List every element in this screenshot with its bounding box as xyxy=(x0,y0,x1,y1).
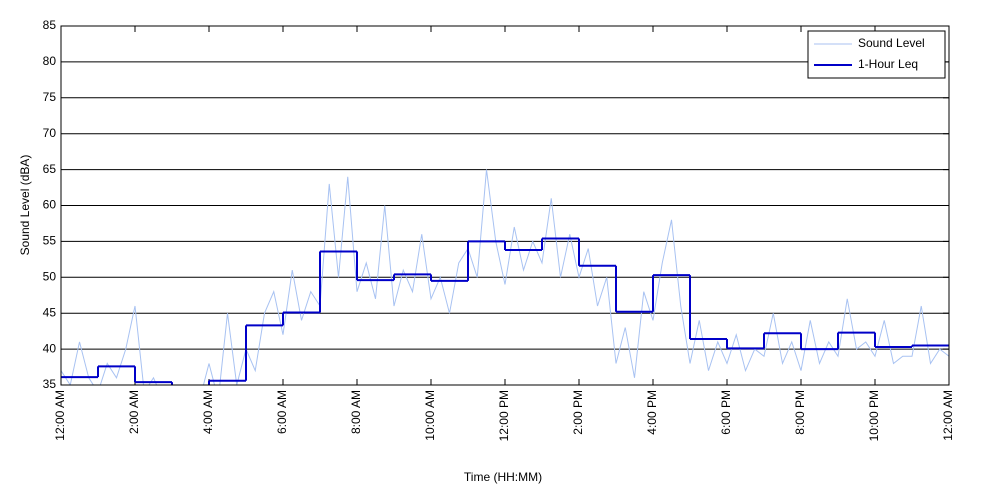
y-tick-label: 60 xyxy=(43,198,57,212)
x-tick-label: 12:00 AM xyxy=(53,390,67,441)
y-tick-label: 75 xyxy=(43,90,57,104)
x-tick-label: 2:00 PM xyxy=(571,390,585,435)
x-tick-label: 8:00 PM xyxy=(793,390,807,435)
legend-label: 1-Hour Leq xyxy=(858,57,918,71)
x-tick-label: 4:00 AM xyxy=(201,390,215,434)
legend-box xyxy=(807,30,946,79)
y-tick-label: 80 xyxy=(43,54,57,68)
plot-area xyxy=(61,169,949,385)
x-tick-label: 6:00 AM xyxy=(275,390,289,434)
x-tick-label: 12:00 AM xyxy=(941,390,955,441)
y-tick-label: 35 xyxy=(43,377,57,391)
y-tick-label: 45 xyxy=(43,305,57,319)
x-tick-label: 6:00 PM xyxy=(719,390,733,435)
x-tick-label: 12:00 PM xyxy=(497,390,511,441)
x-tick-label: 8:00 AM xyxy=(349,390,363,434)
sound-level-line xyxy=(61,169,949,385)
y-tick-label: 70 xyxy=(43,126,57,140)
y-tick-label: 55 xyxy=(43,234,57,248)
y-axis-label: Sound Level (dBA) xyxy=(18,155,32,256)
y-tick-label: 40 xyxy=(43,341,57,355)
x-tick-label: 10:00 AM xyxy=(423,390,437,441)
y-tick-label: 65 xyxy=(43,162,57,176)
x-tick-label: 4:00 PM xyxy=(645,390,659,435)
y-tick-label: 85 xyxy=(43,18,57,32)
y-tick-label: 50 xyxy=(43,269,57,283)
x-tick-label: 2:00 AM xyxy=(127,390,141,434)
plot-frame xyxy=(60,25,950,386)
legend-label: Sound Level xyxy=(858,36,925,50)
x-tick-label: 10:00 PM xyxy=(867,390,881,441)
x-axis-label: Time (HH:MM) xyxy=(464,470,542,484)
